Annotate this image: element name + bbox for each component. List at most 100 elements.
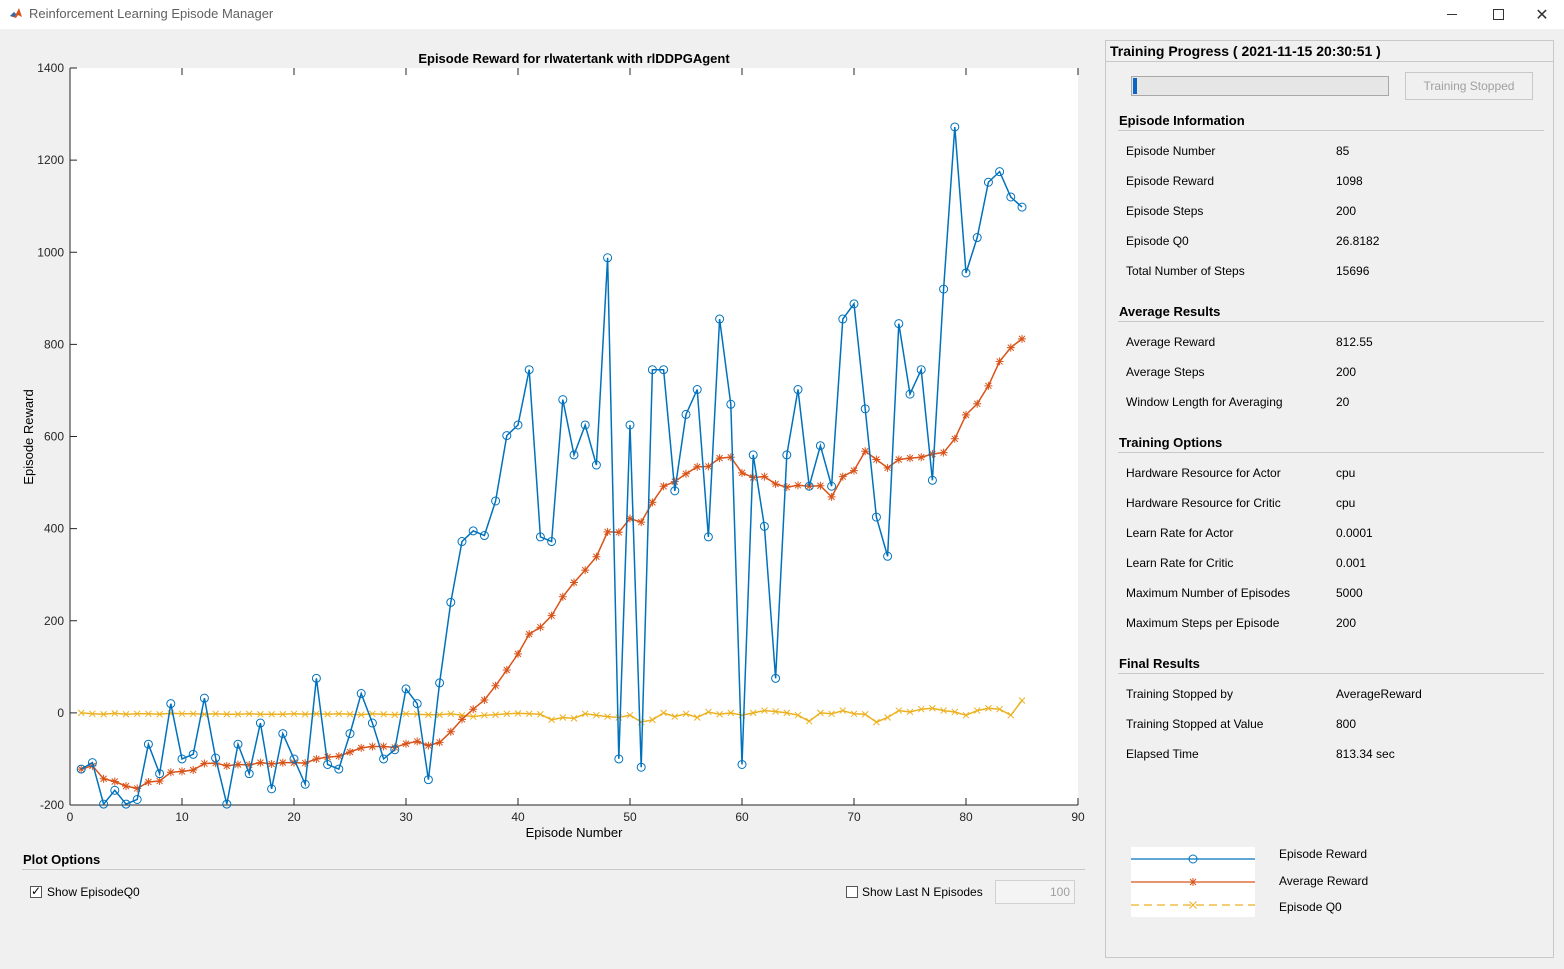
data-point xyxy=(479,531,489,541)
data-point xyxy=(535,532,545,542)
data-point xyxy=(995,167,1005,177)
data-point xyxy=(1018,334,1026,343)
elapsed-time-value: 813.34 sec xyxy=(1336,747,1395,761)
data-point xyxy=(794,481,802,490)
legend-episode-reward-swatch xyxy=(1131,854,1255,864)
data-point xyxy=(425,711,432,719)
data-point xyxy=(872,455,881,464)
data-point xyxy=(110,777,119,786)
plot-area xyxy=(70,68,1078,805)
maximize-button[interactable] xyxy=(1475,0,1521,29)
show-last-n-label[interactable]: Show Last N Episodes xyxy=(862,885,983,899)
data-point xyxy=(524,365,534,375)
show-episode-q0-label[interactable]: Show EpisodeQ0 xyxy=(47,885,140,899)
data-point xyxy=(178,767,186,776)
minimize-button[interactable] xyxy=(1429,0,1475,29)
data-point xyxy=(726,399,736,409)
data-point xyxy=(647,365,657,375)
max-steps-label: Maximum Steps per Episode xyxy=(1126,616,1280,630)
data-point xyxy=(581,566,590,575)
data-point xyxy=(996,705,1003,713)
data-point xyxy=(311,673,321,683)
data-point xyxy=(345,729,355,739)
data-point xyxy=(759,521,769,531)
plot-panel: Episode Reward for rlwatertank with rlDD… xyxy=(0,29,1095,849)
plot-options-divider xyxy=(22,869,1085,870)
episode-information-heading: Episode Information xyxy=(1119,113,1245,128)
data-point xyxy=(917,453,926,462)
data-point xyxy=(492,711,499,719)
episode-steps-label: Episode Steps xyxy=(1126,204,1204,218)
x-tick-label: 60 xyxy=(735,810,749,824)
data-point xyxy=(357,711,365,719)
y-tick-label: 1200 xyxy=(37,153,64,167)
data-point xyxy=(570,578,578,587)
data-point xyxy=(268,710,275,718)
data-point xyxy=(883,463,892,472)
data-point xyxy=(671,713,679,720)
data-point xyxy=(614,528,623,537)
data-point xyxy=(973,707,981,714)
data-point xyxy=(133,710,141,718)
data-point xyxy=(838,472,847,481)
data-point xyxy=(323,759,333,769)
data-point xyxy=(335,710,343,718)
data-point xyxy=(1006,192,1016,202)
episode-reward-chart[interactable]: Episode Reward for rlwatertank with rlDD… xyxy=(0,29,1095,849)
legend-swatches xyxy=(1131,854,1255,909)
show-last-n-checkbox[interactable] xyxy=(846,886,858,898)
legend-episode-q0-swatch xyxy=(1131,901,1255,909)
data-point xyxy=(402,710,410,718)
x-tick-label: 50 xyxy=(623,810,637,824)
data-point xyxy=(749,473,758,482)
stopped-by-label: Training Stopped by xyxy=(1126,687,1233,701)
last-n-episodes-input[interactable]: 100 xyxy=(995,880,1075,904)
training-stopped-button[interactable]: Training Stopped xyxy=(1405,72,1533,100)
progress-bar-fill xyxy=(1133,78,1137,94)
data-point xyxy=(76,764,86,774)
data-point xyxy=(636,762,646,772)
data-point xyxy=(87,758,97,768)
chart-axes: 0 10 20 30 40 50 60 70 80 90-20002004006008001000… xyxy=(37,61,1085,824)
average-results-heading: Average Results xyxy=(1119,304,1221,319)
episode-reward-value: 1098 xyxy=(1336,174,1363,188)
x-tick-label: 90 xyxy=(1071,810,1085,824)
data-point xyxy=(962,711,970,719)
training-progress-title: Training Progress ( 2021-11-15 20:30:51 … xyxy=(1110,43,1381,59)
data-point xyxy=(682,469,690,478)
data-point xyxy=(423,775,433,785)
data-point xyxy=(189,765,198,774)
data-point xyxy=(660,709,667,717)
data-point xyxy=(861,447,870,456)
data-point xyxy=(928,450,937,459)
data-point xyxy=(793,385,803,395)
data-point xyxy=(401,684,411,694)
data-point xyxy=(558,592,567,601)
data-point xyxy=(906,708,914,716)
y-tick-label: 0 xyxy=(57,706,64,720)
data-point xyxy=(100,710,107,718)
data-point xyxy=(581,710,589,718)
data-point xyxy=(324,710,331,718)
data-point xyxy=(379,754,389,764)
actor-hardware-value: cpu xyxy=(1336,466,1356,480)
critic-hardware-value: cpu xyxy=(1336,496,1356,510)
legend-average-reward-swatch xyxy=(1131,878,1255,886)
data-point xyxy=(917,705,925,713)
data-point xyxy=(962,410,970,419)
window-title: Reinforcement Learning Episode Manager xyxy=(29,6,274,21)
data-point xyxy=(715,314,725,324)
data-point xyxy=(122,782,130,791)
data-point xyxy=(681,409,691,419)
data-point xyxy=(569,450,579,460)
data-point xyxy=(188,749,198,759)
training-options-heading: Training Options xyxy=(1119,435,1223,450)
average-reward-value: 812.55 xyxy=(1336,335,1373,349)
data-point xyxy=(143,739,153,749)
close-button[interactable]: ✕ xyxy=(1519,0,1564,29)
data-point xyxy=(446,727,455,736)
show-episode-q0-checkbox[interactable] xyxy=(30,884,42,898)
data-point xyxy=(547,537,557,547)
data-point xyxy=(838,314,848,324)
x-tick-label: 30 xyxy=(399,810,413,824)
